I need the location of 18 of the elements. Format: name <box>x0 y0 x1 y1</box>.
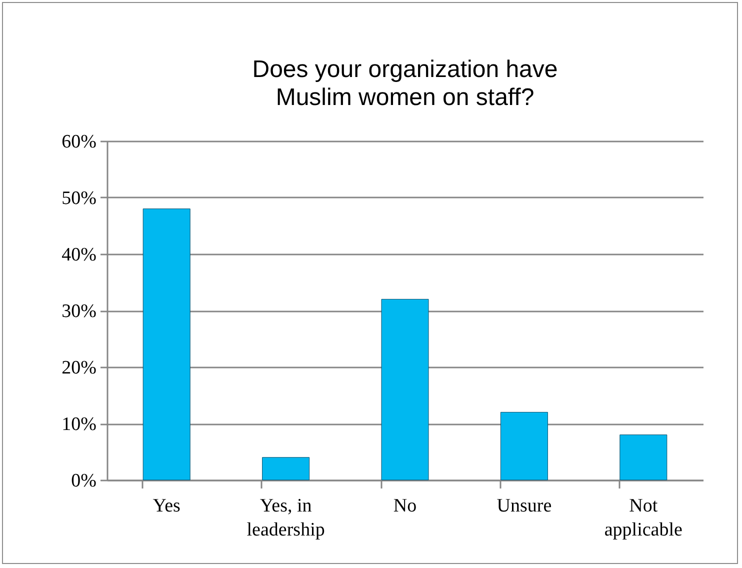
y-tick-label: 50% <box>62 188 97 209</box>
x-tick-label: Yes, in leadership <box>246 496 325 540</box>
x-tick-label: Yes <box>152 496 180 516</box>
bar <box>381 298 429 480</box>
y-tick-label: 20% <box>62 358 97 378</box>
y-tick-label: 10% <box>62 414 97 435</box>
chart-title: Does your organization have Muslim women on staff? <box>252 56 558 111</box>
x-tick-label: Unsure <box>496 496 552 516</box>
bar <box>142 208 190 480</box>
bar <box>262 457 310 480</box>
y-tick-label: 30% <box>62 301 97 322</box>
x-tick-label: Not applicable <box>604 496 682 540</box>
y-tick-label: 60% <box>62 132 97 152</box>
y-tick-label: 40% <box>62 244 97 266</box>
bar <box>620 434 668 480</box>
x-tick-label: No <box>393 496 417 516</box>
y-tick-label: 0% <box>71 470 97 492</box>
bar <box>500 412 548 480</box>
